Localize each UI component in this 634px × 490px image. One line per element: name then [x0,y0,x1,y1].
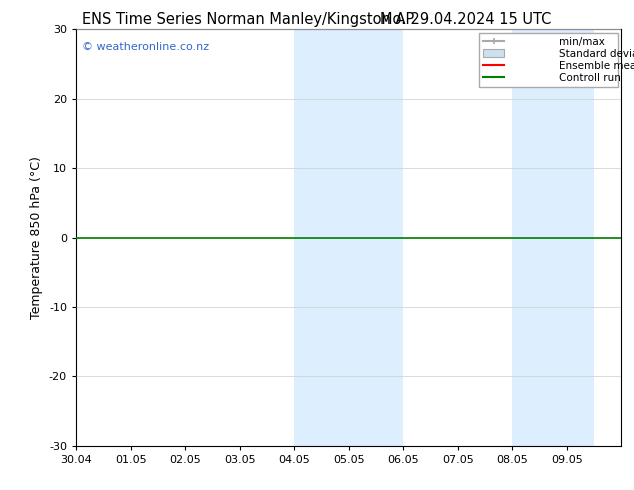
Text: ENS Time Series Norman Manley/Kingston AP: ENS Time Series Norman Manley/Kingston A… [82,12,415,27]
Text: Mo. 29.04.2024 15 UTC: Mo. 29.04.2024 15 UTC [380,12,552,27]
Legend: min/max, Standard deviation, Ensemble mean run, Controll run: min/max, Standard deviation, Ensemble me… [479,32,618,87]
Bar [294,29,403,446]
Text: © weatheronline.co.nz: © weatheronline.co.nz [82,42,209,52]
Y-axis label: Temperature 850 hPa (°C): Temperature 850 hPa (°C) [30,156,43,319]
Bar [512,29,594,446]
